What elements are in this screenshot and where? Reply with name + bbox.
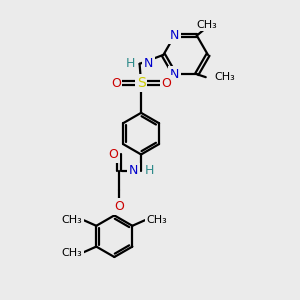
- Text: N: N: [170, 68, 179, 81]
- Text: H: H: [145, 164, 154, 177]
- Text: CH₃: CH₃: [61, 215, 82, 225]
- Text: N: N: [144, 57, 153, 70]
- Text: H: H: [126, 57, 135, 70]
- Text: CH₃: CH₃: [146, 215, 167, 225]
- Text: CH₃: CH₃: [214, 72, 235, 82]
- Text: O: O: [111, 76, 121, 90]
- Text: N: N: [170, 29, 179, 42]
- Text: O: O: [109, 148, 118, 161]
- Text: O: O: [114, 200, 124, 213]
- Text: O: O: [161, 76, 171, 90]
- Text: CH₃: CH₃: [61, 248, 82, 257]
- Text: N: N: [129, 164, 138, 177]
- Text: S: S: [137, 76, 146, 90]
- Text: CH₃: CH₃: [196, 20, 217, 30]
